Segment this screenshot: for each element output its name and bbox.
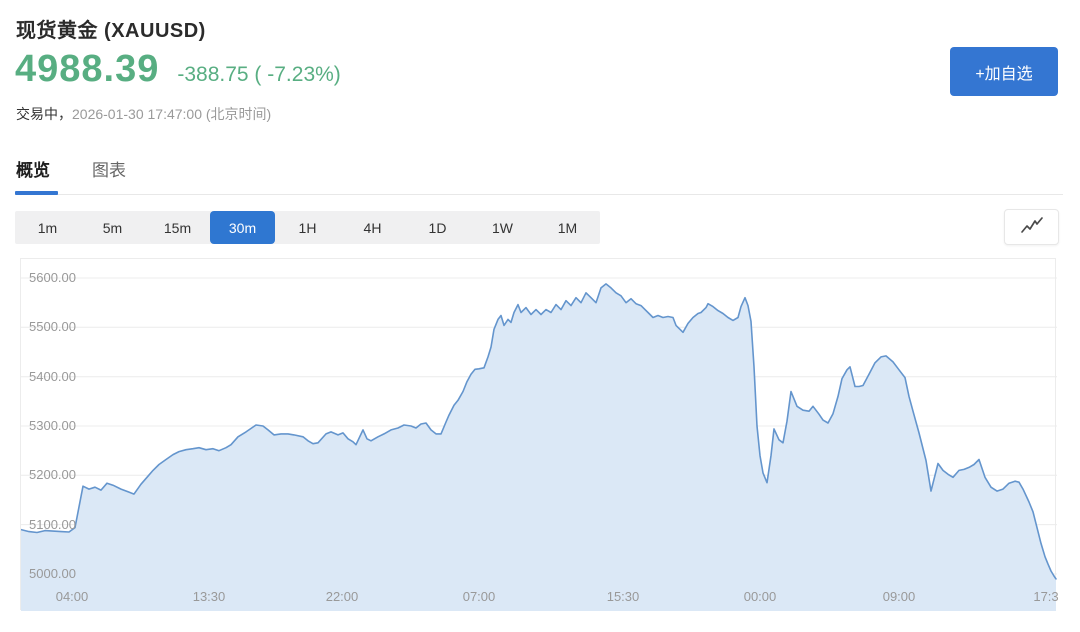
area-chart-canvas [21, 277, 1057, 611]
chart-type-button[interactable] [1004, 209, 1059, 245]
y-axis-label: 5300.00 [29, 417, 76, 433]
x-axis-label: 22:00 [325, 589, 359, 604]
price-area-chart[interactable]: 5600.00 5500.00 5400.00 5300.00 5200.00 5100.… [20, 258, 1059, 611]
interval-1m-month[interactable]: 1M [535, 211, 600, 244]
last-price: 4988.39 [15, 48, 160, 90]
y-axis-label: 5400.00 [29, 368, 76, 384]
tab-overview[interactable]: 概览 [16, 161, 50, 180]
interval-4h[interactable]: 4H [340, 211, 405, 244]
x-axis-label: 09:00 [882, 589, 916, 604]
x-axis-label: 13:30 [192, 589, 226, 604]
trading-status: 交易中， [16, 106, 72, 122]
add-to-watchlist-button[interactable]: +加自选 [950, 47, 1058, 96]
view-tabs: 概览 图表 [16, 156, 168, 195]
x-axis-label: 07:00 [462, 589, 496, 604]
quote-timestamp: 2026-01-30 17:47:00 (北京时间) [72, 106, 272, 122]
trading-status-row: 交易中，2026-01-30 17:47:00 (北京时间) [16, 104, 271, 124]
interval-5m[interactable]: 5m [80, 211, 145, 244]
price-change: -388.75 ( -7.23%) [177, 63, 341, 86]
interval-1w[interactable]: 1W [470, 211, 535, 244]
y-axis-label: 5500.00 [29, 319, 76, 335]
x-axis-label: 00:00 [743, 589, 777, 604]
interval-15m[interactable]: 15m [145, 211, 210, 244]
tabs-divider [15, 194, 1063, 195]
x-axis-label: 04:00 [55, 589, 89, 604]
y-axis-label: 5100.00 [29, 516, 76, 532]
y-axis-label: 5000.00 [29, 565, 76, 581]
interval-30m[interactable]: 30m [210, 211, 275, 244]
x-axis-label: 15:30 [606, 589, 640, 604]
tab-chart[interactable]: 图表 [92, 161, 126, 180]
y-axis-label: 5200.00 [29, 467, 76, 483]
x-axis-label: 17:3 [1033, 589, 1059, 604]
interval-1m[interactable]: 1m [15, 211, 80, 244]
line-chart-icon [1020, 217, 1043, 233]
interval-1d[interactable]: 1D [405, 211, 470, 244]
y-axis-label: 5600.00 [29, 270, 76, 285]
price-row: 4988.39 -388.75 ( -7.23%) [15, 48, 341, 91]
instrument-title: 现货黄金 (XAUUSD) [16, 20, 206, 42]
interval-1h[interactable]: 1H [275, 211, 340, 244]
active-tab-underline [15, 191, 58, 195]
interval-toolbar: 1m 5m 15m 30m 1H 4H 1D 1W 1M [15, 211, 600, 244]
